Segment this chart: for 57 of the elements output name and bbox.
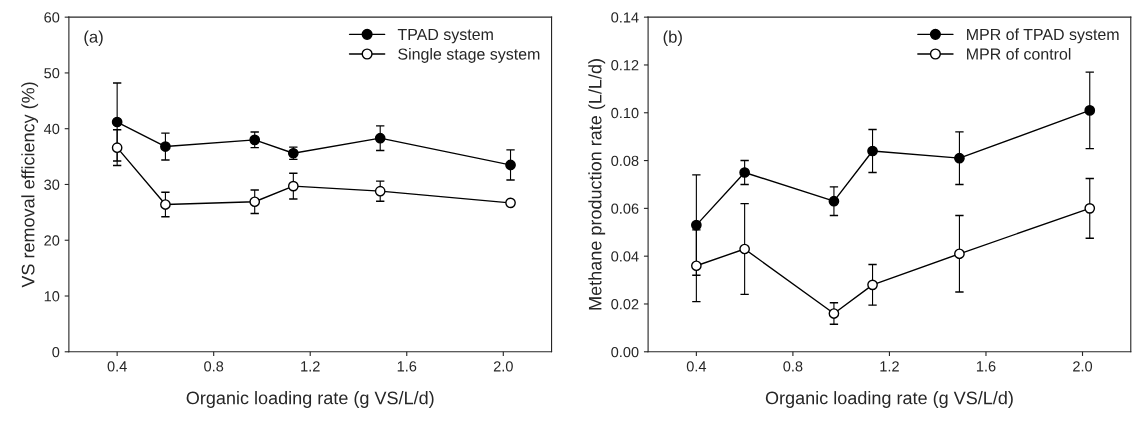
point (374, 132, 386, 144)
annotation: (a) (84, 30, 103, 47)
point (374, 185, 386, 197)
y-tick-label: 0.08 (611, 155, 639, 166)
x-axis-title: Organic loading rate (g VS/L/d) (765, 391, 1013, 408)
y-axis-title: Methane production rate (L/L/d) (588, 59, 606, 310)
y-tick-label: 0.12 (611, 60, 639, 71)
point (867, 145, 878, 157)
y-tick-label: 0 (52, 346, 60, 358)
point (505, 197, 516, 209)
legend-label: MPR of control (967, 48, 1071, 60)
point (739, 167, 750, 178)
point (160, 141, 171, 152)
point (287, 180, 299, 192)
legend-label: MPR of TPAD system (967, 28, 1119, 44)
x-tick-label: 2.0 (1073, 361, 1093, 372)
y-axis-title: VS removal efficiency (%) (21, 82, 39, 288)
point (1084, 105, 1096, 116)
point (249, 196, 261, 208)
legend-label: Single stage system (398, 48, 540, 63)
point (111, 116, 123, 128)
point (954, 248, 965, 260)
x-tick-label: 1.6 (976, 361, 996, 372)
y-tick-label: 0.02 (611, 299, 639, 310)
y-tick-label: 40 (43, 123, 60, 135)
x-tick-label: 0.4 (107, 361, 127, 372)
point (1084, 203, 1096, 214)
legend-label: TPAD system (397, 28, 493, 44)
point (739, 243, 750, 255)
x-tick-label: 1.2 (301, 361, 320, 372)
y-tick-label: 60 (44, 12, 60, 23)
y-tick-label: 50 (44, 68, 60, 79)
y-tick-label: 20 (44, 235, 60, 246)
point (505, 159, 516, 171)
x-tick-label: 2.0 (493, 361, 513, 372)
x-tick-label: 1.2 (880, 361, 899, 372)
point (954, 152, 965, 164)
x-tick-label: 0.8 (204, 361, 224, 372)
x-axis-title: Organic loading rate (g VS/L/d) (186, 391, 434, 408)
point (867, 279, 878, 291)
y-tick-label: 10 (44, 291, 60, 302)
y-tick-label: 0.04 (611, 251, 639, 262)
point (691, 260, 702, 272)
point (111, 142, 123, 154)
x-tick-label: 0.4 (686, 361, 707, 372)
point (828, 195, 840, 207)
y-tick-label: 0.14 (611, 12, 639, 23)
x-tick-label: 0.8 (783, 361, 803, 372)
point (828, 308, 840, 319)
annotation: (b) (663, 30, 682, 47)
point (691, 219, 702, 231)
x-tick-label: 1.6 (397, 361, 417, 372)
y-tick-label: 0.10 (611, 107, 639, 119)
point (160, 199, 171, 210)
y-tick-label: 30 (44, 179, 60, 190)
y-tick-label: 0.00 (611, 346, 639, 358)
y-tick-label: 0.06 (611, 203, 639, 214)
